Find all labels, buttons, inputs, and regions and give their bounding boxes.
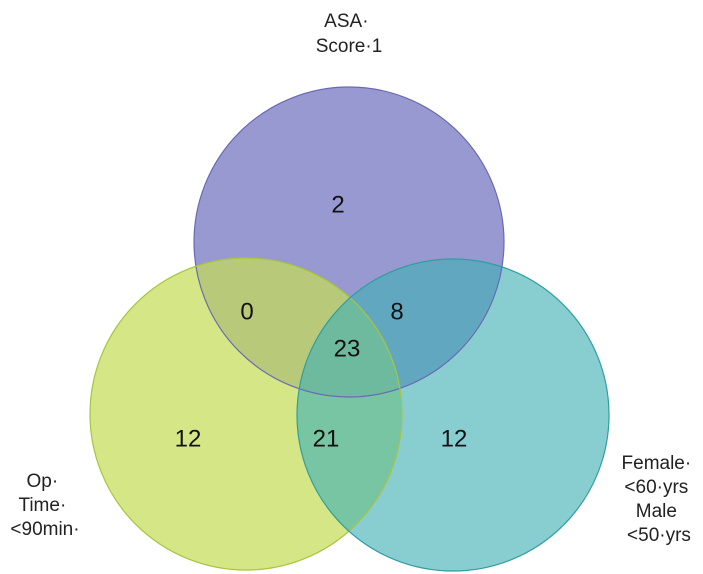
set-label-age-line-2: <60·yrs — [624, 477, 688, 498]
set-label-age: Female· <60·yrs Male <50·yrs — [622, 453, 697, 546]
set-label-op-time-line-3: <90min· — [10, 519, 79, 540]
set-label-asa-line-2: Score·1 — [316, 36, 383, 57]
region-age-only-count: 12 — [441, 425, 468, 452]
region-optime-age-count: 21 — [313, 425, 340, 452]
set-label-age-line-3: Male — [636, 501, 677, 522]
set-label-asa-score: ASA· Score·1 — [316, 11, 383, 57]
region-asa-optime-count: 0 — [240, 298, 253, 325]
set-label-op-time-line-1: Op· — [27, 471, 59, 492]
region-all-three-count: 23 — [334, 335, 361, 362]
set-label-age-line-1: Female· — [622, 453, 692, 474]
region-optime-only-count: 12 — [175, 425, 202, 452]
region-asa-only-count: 2 — [331, 191, 344, 218]
circle-age-outline — [296, 258, 610, 572]
circle-asa-outline — [193, 86, 505, 398]
region-asa-age-count: 8 — [390, 298, 403, 325]
set-label-op-time-line-2: Time· — [18, 495, 66, 516]
circle-age — [297, 259, 609, 571]
set-label-age-line-4: <50·yrs — [627, 525, 691, 546]
circle-op-time-outline — [89, 257, 403, 571]
set-label-op-time: Op· Time· <90min· — [10, 471, 79, 540]
set-label-asa-line-1: ASA· — [324, 11, 368, 32]
